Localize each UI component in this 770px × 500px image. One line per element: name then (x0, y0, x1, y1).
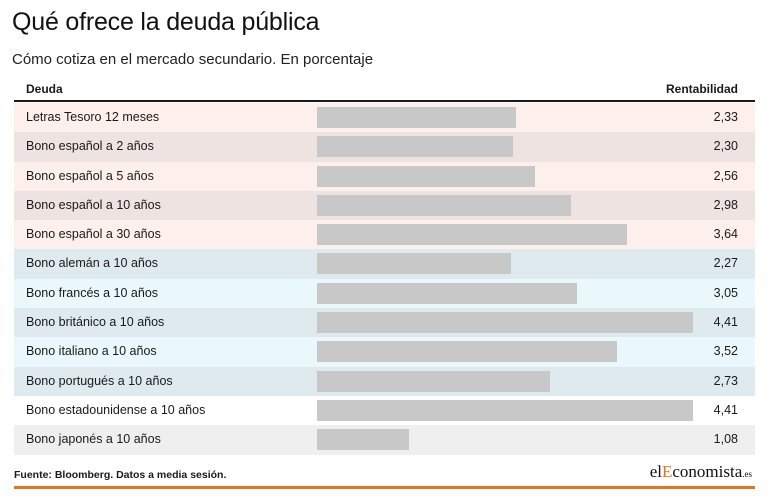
table-row: Bono español a 5 años 2,56 (14, 161, 755, 191)
value-label: 4,41 (713, 402, 738, 417)
value-label: 2,27 (713, 256, 738, 271)
table-row: Bono británico a 10 años 4,41 (14, 308, 755, 338)
bar (317, 312, 693, 334)
table-row: Letras Tesoro 12 meses 2,33 (14, 103, 755, 133)
value-label: 3,52 (713, 344, 738, 359)
bar (317, 165, 536, 187)
row-label: Bono británico a 10 años (26, 315, 165, 330)
table-row: Bono alemán a 10 años 2,27 (14, 249, 755, 279)
bar (317, 136, 514, 158)
row-label: Bono español a 5 años (26, 168, 154, 183)
row-label: Bono español a 30 años (26, 227, 161, 242)
table-row: Bono español a 10 años 2,98 (14, 190, 755, 221)
bar (317, 253, 511, 275)
column-header-yield: Rentabilidad (665, 82, 738, 96)
table-header: Deuda Rentabilidad (14, 78, 755, 102)
table-row: Bono español a 2 años 2,30 (14, 132, 755, 162)
value-label: 3,64 (713, 227, 738, 242)
row-label: Letras Tesoro 12 meses (26, 110, 160, 124)
table-row: Bono francés a 10 años 3,05 (14, 278, 755, 309)
value-label: 2,30 (713, 139, 738, 154)
value-label: 2,73 (713, 373, 738, 388)
value-label: 2,33 (713, 110, 738, 124)
table-row: Bono estadounidense a 10 años 4,41 (14, 395, 755, 426)
row-label: Bono japonés a 10 años (26, 432, 161, 447)
table-row: Bono español a 30 años 3,64 (14, 220, 755, 250)
value-label: 1,08 (713, 432, 738, 447)
row-label: Bono francés a 10 años (26, 285, 159, 300)
table-row: Bono portugués a 10 años 2,73 (14, 366, 755, 396)
value-label: 2,56 (713, 168, 738, 183)
bottom-accent-rule (14, 486, 755, 489)
publisher-logo: elEconomista.es (649, 462, 752, 481)
bar (317, 194, 572, 216)
value-label: 3,05 (713, 285, 738, 300)
value-label: 2,98 (713, 197, 738, 212)
row-label: Bono español a 2 años (26, 139, 154, 154)
row-label: Bono italiano a 10 años (26, 344, 157, 359)
bar (317, 282, 578, 304)
bar (317, 107, 516, 128)
chart-subtitle: Cómo cotiza en el mercado secundario. En… (12, 51, 374, 68)
table-row: Bono japonés a 10 años 1,08 (14, 425, 755, 455)
value-label: 4,41 (713, 315, 738, 330)
column-header-debt: Deuda (26, 82, 63, 96)
row-label: Bono alemán a 10 años (26, 256, 159, 271)
bar (317, 429, 410, 451)
row-label: Bono portugués a 10 años (26, 373, 173, 388)
bar (317, 224, 628, 246)
bar-table: Letras Tesoro 12 meses 2,33 Bono español a… (14, 103, 755, 455)
row-label: Bono estadounidense a 10 años (26, 402, 206, 417)
row-label: Bono español a 10 años (26, 197, 161, 212)
chart-title: Qué ofrece la deuda pública (12, 8, 320, 36)
table-row: Bono italiano a 10 años 3,52 (14, 337, 755, 367)
bar (317, 341, 618, 363)
bar (317, 399, 693, 421)
source-note: Fuente: Bloomberg. Datos a media sesión. (14, 469, 227, 481)
bar (317, 370, 550, 392)
